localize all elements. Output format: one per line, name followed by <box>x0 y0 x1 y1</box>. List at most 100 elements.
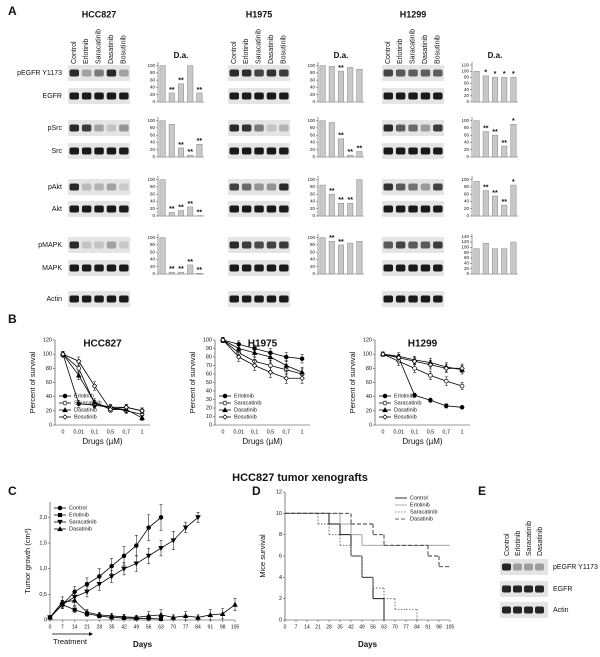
significance-label: ** <box>501 199 507 206</box>
blot-band <box>383 183 393 191</box>
y-tick-label: 20 <box>206 405 212 411</box>
x-tick-label: 0,01 <box>393 429 404 435</box>
significance-label: ** <box>187 149 193 156</box>
marker <box>380 351 386 357</box>
y-tick-label: 80 <box>150 125 156 130</box>
marker <box>84 609 90 615</box>
y-tick-label: 100 <box>307 177 315 182</box>
blot-band <box>241 205 252 213</box>
protein-label: pEGFR Y1173 <box>553 564 598 571</box>
protein-label: pMAPK <box>38 242 62 249</box>
blot-band <box>395 295 406 303</box>
x-tick-label: 7 <box>295 624 298 630</box>
bar <box>159 237 166 275</box>
panel-label: B <box>8 312 17 326</box>
x-tick-label: 0 <box>61 429 64 435</box>
blot-band <box>513 563 522 571</box>
x-tick-label: 14 <box>304 624 310 630</box>
bar <box>491 248 499 275</box>
marker <box>57 505 63 511</box>
blot-band <box>433 183 443 191</box>
legend-label: Dasatinib <box>394 407 417 413</box>
blot-band <box>535 563 544 571</box>
bar <box>337 138 345 158</box>
marker <box>220 337 226 343</box>
blot-band <box>94 147 104 155</box>
y-axis-label: Percent of survival <box>348 351 357 413</box>
significance-label: ** <box>169 206 175 213</box>
significance-label: ** <box>197 267 203 274</box>
bar <box>356 179 363 217</box>
y-tick-label: 40 <box>46 394 52 400</box>
significance-label: ** <box>338 133 344 140</box>
y-tick-label: 50 <box>206 380 212 386</box>
blot-band <box>119 205 129 213</box>
y-tick-label: 60 <box>150 249 156 254</box>
bar <box>168 271 175 275</box>
y-tick-label: 0 <box>466 271 469 276</box>
significance-label: ** <box>197 87 203 94</box>
blot-band <box>81 92 92 100</box>
marker <box>145 612 152 619</box>
marker <box>134 543 139 548</box>
x-tick-label: 84 <box>195 624 201 630</box>
significance-label: ** <box>187 201 193 208</box>
series-line <box>62 353 143 419</box>
marker <box>75 372 82 378</box>
significance-label: ** <box>338 197 344 204</box>
bar <box>347 154 354 158</box>
cell-line-label: H1299 <box>400 9 427 19</box>
y-tick-label: 70 <box>206 363 212 369</box>
bar <box>196 273 203 275</box>
y-tick-label: 80 <box>366 366 372 372</box>
legend-label: Saracatinib <box>74 400 102 406</box>
chart-title: H1299 <box>408 339 438 350</box>
marker <box>84 589 90 595</box>
blot-band <box>408 92 418 100</box>
x-tick-label: 7 <box>61 624 64 630</box>
bar <box>177 83 185 103</box>
xenograft-title: HCC827 tumor xenografts <box>232 472 368 484</box>
blot-band <box>524 563 533 571</box>
bar <box>337 203 345 217</box>
treatment-label: Dasatinib <box>537 527 544 556</box>
y-tick-label: 0 <box>209 422 212 428</box>
y-tick-label: 60 <box>150 77 156 82</box>
legend-label: Erlotinib <box>410 502 430 508</box>
y-tick-label: 120 <box>461 62 469 67</box>
bar <box>328 122 335 158</box>
y-tick-label: 40 <box>150 140 156 145</box>
y-tick-label: 20 <box>150 92 156 97</box>
blot-band <box>433 295 443 303</box>
y-tick-label: 0 <box>312 213 315 218</box>
significance-label: * <box>494 71 497 78</box>
y-tick-label: 8 <box>279 532 282 538</box>
significance-label: ** <box>329 188 335 195</box>
x-tick-label: 0,7 <box>442 429 450 435</box>
marker <box>222 400 228 406</box>
significance-label: ** <box>169 266 175 273</box>
bar <box>159 65 166 103</box>
series-line <box>382 353 463 387</box>
significance-label: ** <box>178 78 184 85</box>
marker <box>412 393 417 398</box>
x-tick-label: 0,1 <box>411 429 419 435</box>
y-tick-label: 60 <box>464 81 470 86</box>
treatment-label: Dasatinib <box>268 35 275 64</box>
marker <box>91 383 98 389</box>
y-tick-label: 40 <box>464 199 470 204</box>
blot-band <box>420 295 431 303</box>
series-line <box>222 339 303 360</box>
y-tick-label: 60 <box>464 255 470 260</box>
marker <box>299 375 305 381</box>
blot-band <box>279 264 289 272</box>
x-tick-label: 56 <box>146 624 152 630</box>
protein-label: EGFR <box>553 586 572 593</box>
blot-band <box>81 147 92 155</box>
bar <box>491 77 499 103</box>
protein-label: Actin <box>553 607 569 614</box>
y-tick-label: 0 <box>369 422 372 428</box>
y-tick-label: 20 <box>46 408 52 414</box>
y-tick-label: 12 <box>276 489 282 495</box>
